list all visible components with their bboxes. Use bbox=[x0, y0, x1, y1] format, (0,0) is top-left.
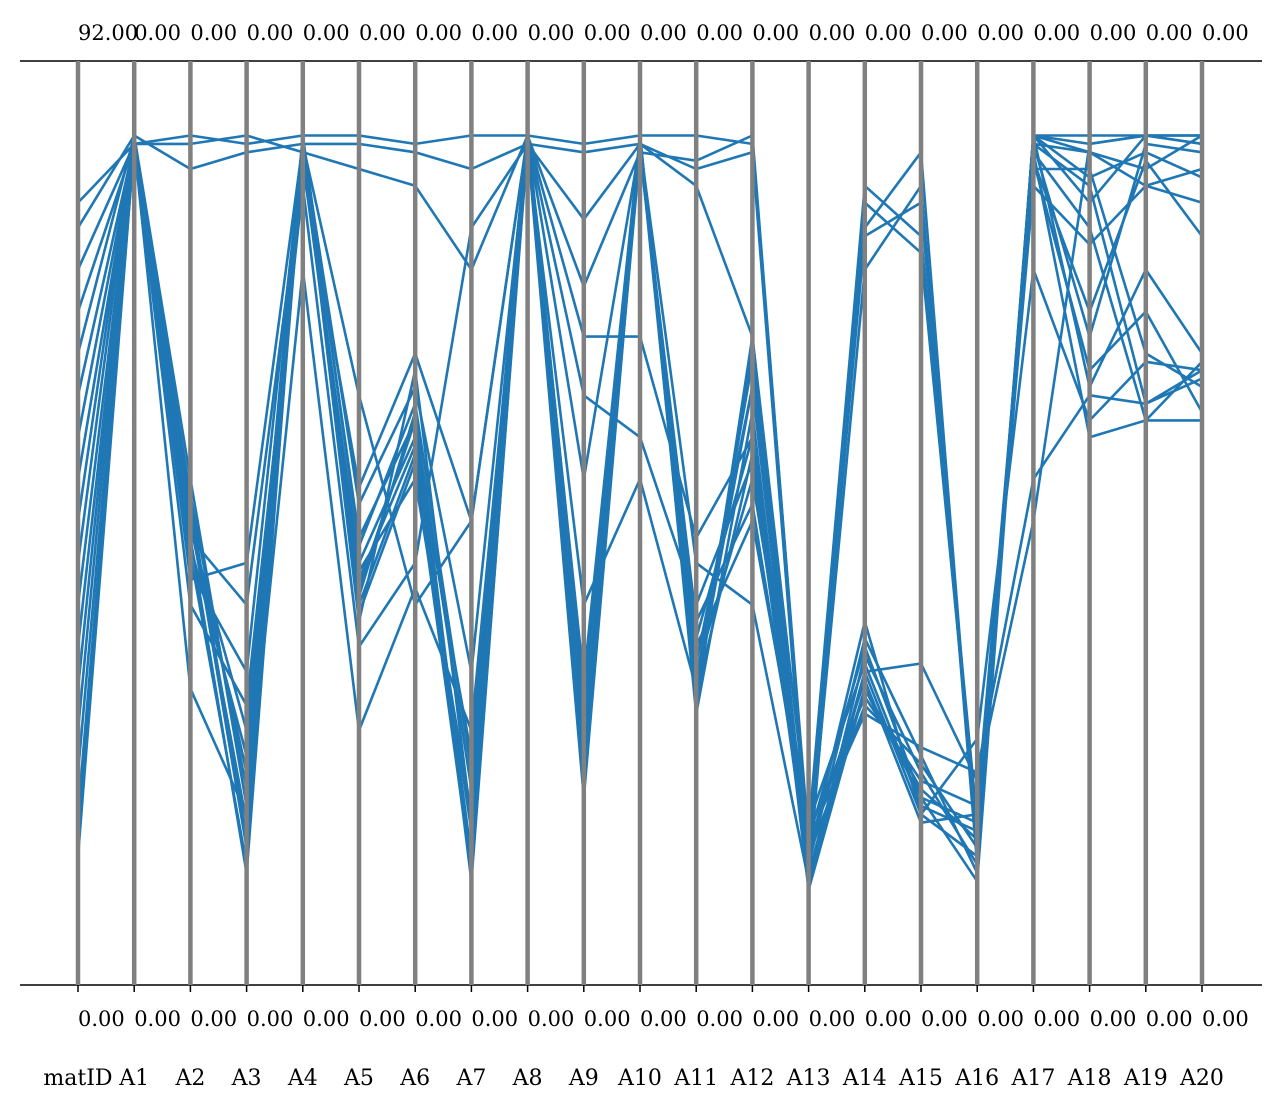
axis-name-label: A10 bbox=[617, 1066, 662, 1091]
top-tick-label: 0.00 bbox=[1033, 21, 1080, 45]
top-tick-label: 0.00 bbox=[584, 21, 631, 45]
bottom-tick-label: 0.00 bbox=[1090, 1007, 1137, 1031]
top-tick-label: 0.00 bbox=[1202, 21, 1249, 45]
top-tick-label: 0.00 bbox=[1090, 21, 1137, 45]
axis-name-label: A5 bbox=[343, 1066, 374, 1091]
axis-name-label: A15 bbox=[898, 1066, 943, 1091]
axis-name-label: A17 bbox=[1010, 1066, 1055, 1091]
bottom-tick-label: 0.00 bbox=[528, 1007, 575, 1031]
axis-name-label: A2 bbox=[174, 1066, 205, 1091]
bottom-tick-label: 0.00 bbox=[1146, 1007, 1193, 1031]
top-tick-label: 0.00 bbox=[134, 21, 181, 45]
top-tick-label: 0.00 bbox=[190, 21, 237, 45]
top-tick-labels: 92.000.00 0.00 0.00 0.00 0.00 0.00 0.00 0.00 0.0… bbox=[78, 21, 1249, 45]
axis-name-label: A13 bbox=[786, 1066, 831, 1091]
top-tick-label: 0.00 bbox=[752, 21, 799, 45]
top-tick-label: 0.00 bbox=[977, 21, 1024, 45]
bottom-tick-label: 0.00 bbox=[640, 1007, 687, 1031]
axis-name-label: A8 bbox=[512, 1066, 543, 1091]
axis-name-label: A4 bbox=[287, 1066, 318, 1091]
top-tick-label: 0.00 bbox=[1146, 21, 1193, 45]
bottom-tick-label: 0.00 bbox=[865, 1007, 912, 1031]
bottom-tick-label: 0.00 bbox=[584, 1007, 631, 1031]
top-tick-label: 92.00 bbox=[78, 21, 138, 45]
bottom-tick-label: 0.00 bbox=[921, 1007, 968, 1031]
bottom-tick-label: 0.00 bbox=[415, 1007, 462, 1031]
top-tick-label: 0.00 bbox=[247, 21, 294, 45]
top-tick-label: 0.00 bbox=[471, 21, 518, 45]
axis-name-label: A20 bbox=[1179, 1066, 1224, 1091]
bottom-tick-labels: 0.00 0.00 0.00 0.00 0.00 0.00 0.00 0.00 0.00 0.00… bbox=[78, 1007, 1249, 1031]
axis-name-label: A9 bbox=[568, 1066, 599, 1091]
bottom-tick-label: 0.00 bbox=[359, 1007, 406, 1031]
axis-name-label: A7 bbox=[455, 1066, 486, 1091]
bottom-tick-label: 0.00 bbox=[977, 1007, 1024, 1031]
top-tick-label: 0.00 bbox=[696, 21, 743, 45]
bottom-tick-label: 0.00 bbox=[1202, 1007, 1249, 1031]
bottom-tick-label: 0.00 bbox=[1033, 1007, 1080, 1031]
axis-name-label: A14 bbox=[842, 1066, 887, 1091]
axis-name-label: matID bbox=[43, 1066, 112, 1091]
top-tick-label: 0.00 bbox=[359, 21, 406, 45]
axis-name-label: A16 bbox=[954, 1066, 999, 1091]
top-tick-label: 0.00 bbox=[809, 21, 856, 45]
top-tick-label: 0.00 bbox=[415, 21, 462, 45]
axis-name-label: A19 bbox=[1123, 1066, 1168, 1091]
axis-name-label: A11 bbox=[673, 1066, 718, 1091]
axis-name-labels: matID A1 A2 A3 A4 A5 A6 A7 A8 A9 A10 A11 A12 A13 A14 A1… bbox=[43, 1066, 1224, 1091]
top-tick-label: 0.00 bbox=[640, 21, 687, 45]
top-tick-label: 0.00 bbox=[303, 21, 350, 45]
top-tick-label: 0.00 bbox=[865, 21, 912, 45]
bottom-tick-label: 0.00 bbox=[190, 1007, 237, 1031]
axis-name-label: A6 bbox=[399, 1066, 430, 1091]
bottom-tick-label: 0.00 bbox=[752, 1007, 799, 1031]
bottom-tick-label: 0.00 bbox=[78, 1007, 125, 1031]
bottom-tick-label: 0.00 bbox=[809, 1007, 856, 1031]
bottom-tick-label: 0.00 bbox=[134, 1007, 181, 1031]
top-tick-label: 0.00 bbox=[528, 21, 575, 45]
axis-name-label: A18 bbox=[1067, 1066, 1112, 1091]
axis-name-label: A1 bbox=[118, 1066, 149, 1091]
bottom-tick-label: 0.00 bbox=[471, 1007, 518, 1031]
bottom-tick-label: 0.00 bbox=[696, 1007, 743, 1031]
axis-name-label: A12 bbox=[729, 1066, 774, 1091]
axes-group bbox=[75, 61, 1205, 992]
bottom-tick-label: 0.00 bbox=[247, 1007, 294, 1031]
axis-name-label: A3 bbox=[231, 1066, 262, 1091]
bottom-tick-label: 0.00 bbox=[303, 1007, 350, 1031]
top-tick-label: 0.00 bbox=[921, 21, 968, 45]
